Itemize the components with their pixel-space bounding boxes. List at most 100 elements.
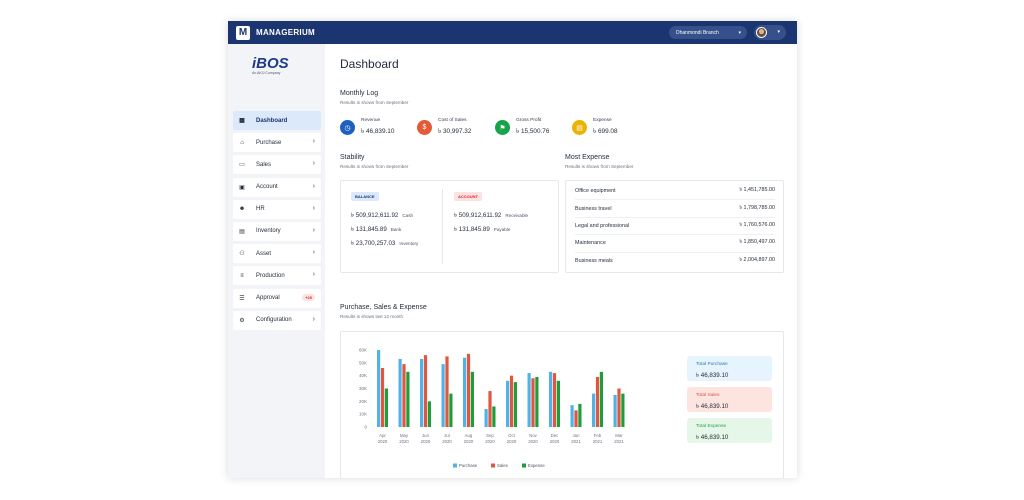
- bar-expense: [406, 371, 410, 427]
- x-tick-label: 2021: [593, 439, 603, 444]
- balance-value: ৳ 23,700,257.03: [351, 240, 396, 247]
- x-tick-label: 2020: [464, 439, 474, 444]
- bar-purchase: [463, 357, 467, 427]
- bar-chart: 010K20K30K40K50K60KApr2020May2020Jun2020…: [359, 348, 625, 468]
- bar-purchase: [613, 394, 617, 427]
- sidebar-item-label: Inventory: [256, 228, 281, 235]
- sidebar-item-approval[interactable]: ☰ Approval +20: [233, 288, 321, 308]
- bar-purchase: [398, 358, 402, 427]
- chevron-right-icon: ›: [312, 204, 315, 212]
- sidebar-item-label: Account: [256, 184, 278, 191]
- stability-title: Stability: [340, 154, 365, 161]
- bar-sales: [488, 391, 492, 427]
- total-label: Total Purchase: [696, 362, 728, 367]
- x-tick-label: 2020: [378, 439, 388, 444]
- bar-sales: [380, 367, 385, 427]
- app-name: MANAGERIUM: [256, 28, 315, 37]
- bar-expense: [513, 382, 517, 427]
- x-tick-label: 2020: [528, 439, 538, 444]
- main-content: Dashboard Monthly Log Results is shows f…: [325, 44, 797, 478]
- y-tick-label: 20K: [359, 399, 367, 404]
- sidebar-item-production[interactable]: ≡ Production ›: [233, 266, 321, 286]
- y-tick-label: 30K: [359, 386, 367, 391]
- account-row: ৳ 509,912,611.92 Receivable: [454, 210, 528, 221]
- account-value: ৳ 131,845.89: [454, 226, 490, 233]
- user-menu[interactable]: ▾: [754, 25, 786, 40]
- sidebar-item-inventory[interactable]: ▤ Inventory ›: [233, 221, 321, 241]
- expense-label: Business meals: [575, 258, 613, 265]
- chevron-right-icon: ›: [312, 138, 315, 146]
- kpi-expense: ▤ Expense ৳ 699.08: [572, 118, 618, 137]
- document-icon: ▤: [572, 120, 587, 135]
- branch-name: Dhanmondi Branch: [676, 29, 719, 36]
- stability-card: BALANCE ACCOUNT ৳ 509,912,611.92 Cash ৳ 13…: [340, 180, 559, 273]
- grid-icon: ▦: [239, 118, 245, 124]
- x-tick-label: 2020: [399, 439, 409, 444]
- legend-swatch: [491, 463, 495, 468]
- x-tick-label: 2020: [550, 439, 560, 444]
- x-tick-label: Apr: [379, 433, 386, 438]
- expense-row: Maintenance ৳ 1,850,497.00: [575, 235, 775, 253]
- kpi-revenue: ◷ Revenue ৳ 46,839.10: [340, 118, 394, 137]
- bar-purchase: [527, 373, 531, 427]
- bar-purchase: [549, 371, 553, 427]
- branch-select[interactable]: Dhanmondi Branch ▾: [669, 26, 747, 39]
- balance-row: ৳ 131,845.89 Bank: [351, 224, 401, 235]
- x-tick-label: 2020: [421, 439, 431, 444]
- bar-expense: [556, 380, 560, 427]
- balance-row: ৳ 509,912,611.92 Cash: [351, 210, 413, 221]
- bar-sales: [466, 353, 471, 427]
- sidebar-item-sales[interactable]: ▭ Sales ›: [233, 155, 321, 175]
- balance-row: ৳ 23,700,257.03 Inventory: [351, 238, 418, 249]
- sidebar-item-label: Sales: [256, 161, 272, 168]
- x-tick-label: Jul: [444, 433, 450, 438]
- avatar: [756, 27, 767, 38]
- sidebar-item-dashboard[interactable]: ▦ Dashboard: [233, 111, 321, 130]
- sidebar-item-label: HR: [256, 206, 265, 213]
- balance-tag: BALANCE: [351, 192, 379, 201]
- sidebar-item-account[interactable]: ▣ Account ›: [233, 177, 321, 197]
- sidebar-nav: ▦ Dashboard ⌂ Purchase › ▭ Sales › ▣ Account › ☻ HR ›…: [233, 111, 321, 333]
- chevron-right-icon: ›: [312, 249, 315, 257]
- sidebar-item-label: Approval: [256, 295, 280, 301]
- kpi-value: ৳ 46,839.10: [361, 128, 395, 135]
- sidebar-item-label: Configuration: [256, 317, 292, 324]
- expense-row: Business meals ৳ 2,004,897.00: [575, 253, 775, 270]
- bar-purchase: [570, 405, 574, 427]
- bar-expense: [492, 406, 496, 427]
- bar-expense: [599, 371, 603, 427]
- sidebar-item-purchase[interactable]: ⌂ Purchase ›: [233, 133, 321, 153]
- bar-sales: [423, 355, 428, 427]
- divider: [442, 189, 443, 264]
- x-tick-label: Nov: [529, 433, 537, 438]
- total-value: ৳ 46,839.10: [696, 434, 729, 441]
- sidebar-item-configuration[interactable]: ⚙ Configuration ›: [233, 310, 321, 330]
- kpi-value: ৳ 15,500.76: [516, 128, 550, 135]
- total-value: ৳ 46,839.10: [696, 403, 729, 410]
- y-tick-label: 50K: [359, 360, 367, 365]
- expense-label: Office equipment: [575, 188, 616, 195]
- legend-label: Sales: [497, 463, 508, 468]
- kpi-value: ৳ 30,997.32: [438, 128, 472, 135]
- bar-sales: [574, 410, 578, 427]
- gear-icon: ⚙: [239, 317, 245, 324]
- total-label: Total Expense: [696, 424, 727, 429]
- bar-expense: [578, 403, 582, 427]
- kpi-cost-of-sales: $ Cost of Sales ৳ 30,997.32: [417, 118, 471, 137]
- bar-purchase: [506, 380, 510, 427]
- credit-card-icon: ▭: [239, 162, 245, 169]
- bar-expense: [621, 393, 625, 427]
- sidebar-item-hr[interactable]: ☻ HR ›: [233, 199, 321, 219]
- bar-sales: [509, 375, 514, 427]
- kpi-label: Revenue: [361, 118, 381, 123]
- sidebar-item-asset[interactable]: ⚇ Asset ›: [233, 244, 321, 264]
- expense-row: Office equipment ৳ 1,451,785.00: [575, 183, 775, 201]
- brand-tagline: An AKIJ Company: [252, 71, 281, 75]
- bar-expense: [384, 388, 388, 427]
- sidebar: iBOS An AKIJ Company ▦ Dashboard ⌂ Purchase…: [228, 44, 325, 478]
- balance-value: ৳ 509,912,611.92: [351, 212, 399, 219]
- bar-sales: [445, 356, 449, 427]
- chevron-down-icon: ▾: [777, 29, 780, 35]
- store-icon: ▤: [239, 228, 245, 235]
- expense-value: ৳ 2,004,897.00: [739, 257, 775, 264]
